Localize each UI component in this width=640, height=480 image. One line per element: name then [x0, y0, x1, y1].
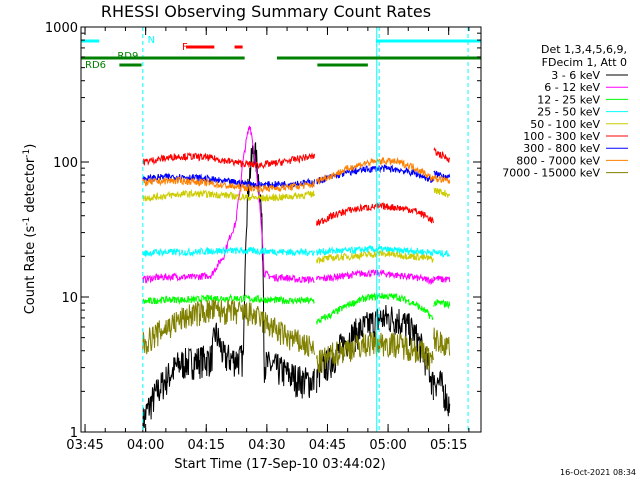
series-segment	[433, 175, 451, 185]
status-layer: N F RD9 RD6	[81, 35, 481, 71]
status-bar-f: F	[182, 42, 243, 53]
y-axis-label: Count Rate (s-1 detector-1)	[22, 144, 38, 315]
series-segment	[142, 125, 315, 285]
series-segment	[142, 246, 315, 258]
series-7000-15000-kev-kev	[142, 298, 451, 374]
series-segment	[316, 156, 434, 185]
legend-header-line-2: FDecim 1, Att 0	[542, 56, 627, 69]
status-bar-rd9: RD9	[81, 51, 481, 62]
series-segment	[316, 292, 434, 325]
series-segment	[142, 298, 315, 357]
y-tick-label: 1	[70, 426, 78, 441]
series-segment	[142, 176, 315, 194]
series-segment	[433, 298, 451, 310]
y-tick-label: 10	[61, 291, 78, 306]
status-bar-rd6: RD6	[85, 60, 368, 71]
x-tick-label: 04:45	[309, 438, 346, 453]
x-tick-label: 04:00	[127, 438, 164, 453]
series-segment	[142, 188, 315, 203]
series-segment	[316, 244, 434, 257]
series-segment	[316, 269, 434, 286]
series-segment	[142, 345, 212, 432]
series-6-12-kev-kev	[142, 125, 451, 286]
legend-header-line-1: Det 1,3,4,5,6,9,	[541, 43, 627, 56]
series-segment	[316, 201, 434, 227]
series-segment	[433, 170, 451, 181]
series-segment	[433, 187, 451, 198]
status-label-rd9: RD9	[117, 51, 138, 62]
legend-item-label: 800 - 7000 keV	[516, 154, 600, 167]
series-100-300-kev-kev	[142, 146, 451, 227]
series-segment	[433, 275, 451, 284]
legend: Det 1,3,4,5,6,9, FDecim 1, Att 0 3 - 6 k…	[502, 43, 628, 180]
x-tick-label: 05:00	[369, 438, 406, 453]
plot-frame	[80, 26, 482, 433]
x-tick-label: 03:45	[66, 438, 103, 453]
status-label-rd6: RD6	[85, 60, 106, 71]
series-segment	[433, 327, 451, 356]
y-tick-label: 1000	[45, 21, 78, 36]
series-segment	[433, 146, 451, 164]
series-800-7000-kev-kev	[142, 156, 451, 194]
series-segment	[433, 248, 451, 258]
x-tick-label: 04:30	[248, 438, 285, 453]
legend-item-label: 6 - 12 keV	[544, 81, 600, 94]
legend-item-label: 50 - 100 keV	[530, 118, 600, 131]
status-bar-n: N	[81, 35, 481, 46]
series-300-800-kev-kev	[142, 164, 451, 189]
marker-layer	[142, 27, 469, 432]
x-tick-label: 04:15	[188, 438, 225, 453]
series-segment	[211, 142, 315, 399]
series-layer	[142, 125, 451, 432]
y-tick-label: 100	[53, 156, 78, 171]
chart-title: RHESSI Observing Summary Count Rates	[101, 2, 431, 21]
legend-item-label: 3 - 6 keV	[551, 69, 600, 82]
generation-timestamp: 16-Oct-2021 08:34	[560, 468, 636, 477]
status-label-f: F	[182, 42, 188, 53]
series-segment	[142, 152, 315, 170]
series-segment	[433, 370, 451, 417]
legend-item-label: 12 - 25 keV	[537, 93, 600, 106]
status-label-n: N	[148, 35, 155, 46]
legend-item-label: 300 - 800 keV	[523, 142, 600, 155]
x-tick-label: 05:15	[430, 438, 467, 453]
series-50-100-kev-kev	[142, 187, 451, 265]
series-segment	[316, 248, 434, 265]
series-25-50-kev-kev	[142, 244, 451, 258]
axis-layer: 03:45 04:00 04:15 04:30 04:45 05:00 05:15 1 10 10…	[45, 21, 481, 453]
legend-item-label: 100 - 300 keV	[523, 130, 600, 143]
legend-item-label: 25 - 50 keV	[537, 106, 600, 119]
x-axis-label: Start Time (17-Sep-10 03:44:02)	[174, 457, 385, 472]
series-segment	[316, 332, 434, 374]
legend-item-label: 7000 - 15000 keV	[502, 167, 600, 180]
